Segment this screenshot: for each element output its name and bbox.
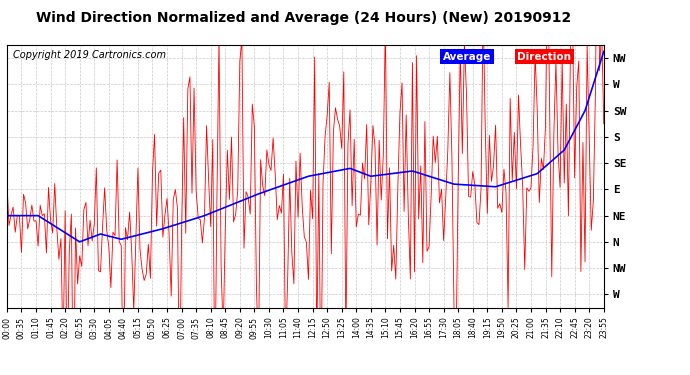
Text: Copyright 2019 Cartronics.com: Copyright 2019 Cartronics.com — [13, 50, 166, 60]
Text: Wind Direction Normalized and Average (24 Hours) (New) 20190912: Wind Direction Normalized and Average (2… — [36, 11, 571, 25]
Text: Direction: Direction — [518, 52, 571, 62]
Text: Average: Average — [442, 52, 491, 62]
